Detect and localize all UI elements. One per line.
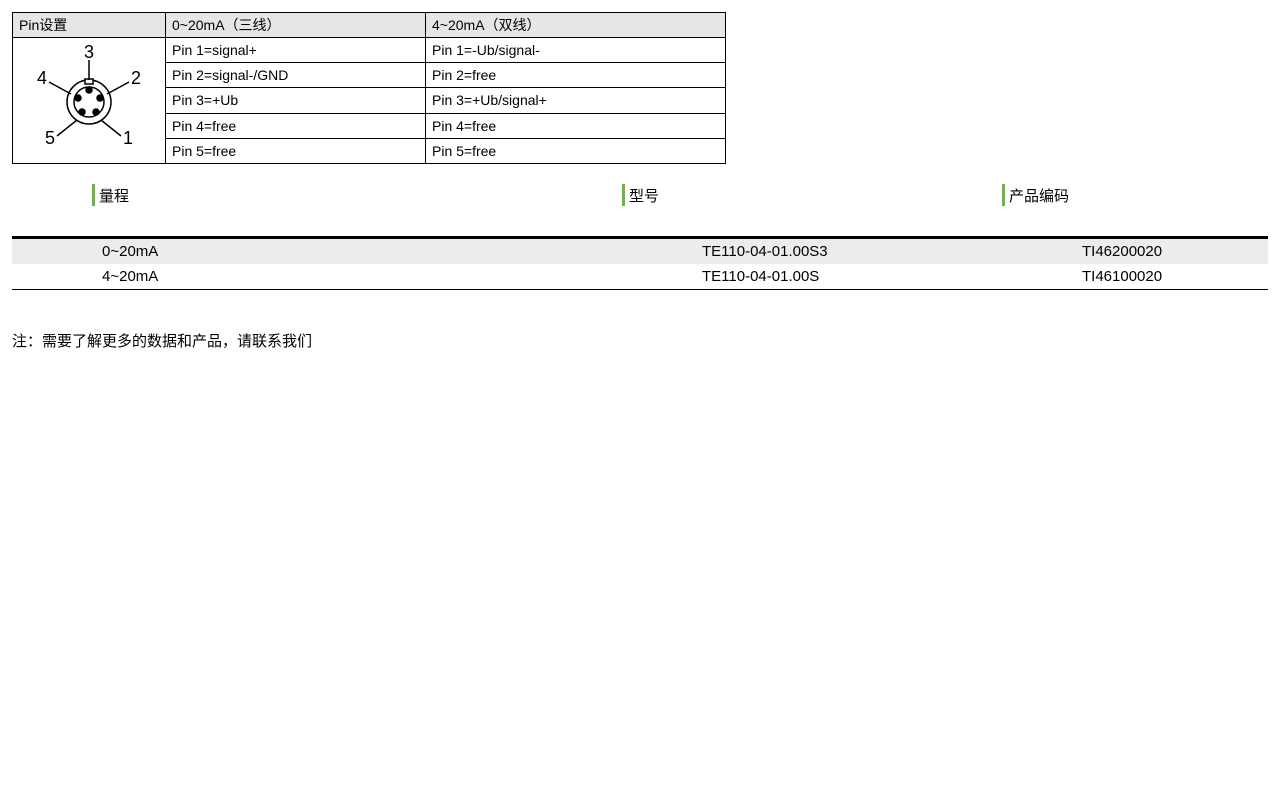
pin-label-5: 5 [45,128,55,148]
connector-diagram-icon: 1 2 3 4 5 [19,40,159,158]
spec-code-0: TI46200020 [1082,238,1268,265]
pin-row-4-b: Pin 5=free [426,138,726,163]
pin-header-2: 4~20mA（双线） [426,13,726,38]
pin-label-4: 4 [37,68,47,88]
pin-row-3-a: Pin 4=free [166,113,426,138]
pin-row-1-b: Pin 2=free [426,63,726,88]
pin-row-1-a: Pin 2=signal-/GND [166,63,426,88]
pin-label-1: 1 [123,128,133,148]
connector-diagram-cell: 1 2 3 4 5 [13,38,166,164]
spec-header-range: 量程 [99,185,129,206]
spec-header-code: 产品编码 [1009,185,1069,206]
spec-code-1: TI46100020 [1082,264,1268,290]
pin-header-0: Pin设置 [13,13,166,38]
spec-headers-row: 量程 型号 产品编码 [12,184,1268,206]
spec-model-1: TE110-04-01.00S [702,264,1082,290]
pin-row-0-a: Pin 1=signal+ [166,38,426,63]
spec-model-0: TE110-04-01.00S3 [702,238,1082,265]
pin-label-2: 2 [131,68,141,88]
spec-row-1: 4~20mA TE110-04-01.00S TI46100020 [12,264,1268,290]
pin-label-3: 3 [84,42,94,62]
pin-row-2-a: Pin 3=+Ub [166,88,426,113]
pin-row-4-a: Pin 5=free [166,138,426,163]
pin-header-1: 0~20mA（三线） [166,13,426,38]
spec-table: 0~20mA TE110-04-01.00S3 TI46200020 4~20m… [12,236,1268,290]
pin-row-0-b: Pin 1=-Ub/signal- [426,38,726,63]
spec-header-model: 型号 [629,185,659,206]
accent-bar-icon [1002,184,1005,206]
pin-settings-table: Pin设置 0~20mA（三线） 4~20mA（双线） [12,12,726,164]
spec-range-1: 4~20mA [12,264,702,290]
spec-range-0: 0~20mA [12,238,702,265]
spec-row-0: 0~20mA TE110-04-01.00S3 TI46200020 [12,238,1268,265]
pin-row-2-b: Pin 3=+Ub/signal+ [426,88,726,113]
footnote: 注：需要了解更多的数据和产品，请联系我们 [12,330,1268,351]
accent-bar-icon [622,184,625,206]
pin-row-3-b: Pin 4=free [426,113,726,138]
accent-bar-icon [92,184,95,206]
